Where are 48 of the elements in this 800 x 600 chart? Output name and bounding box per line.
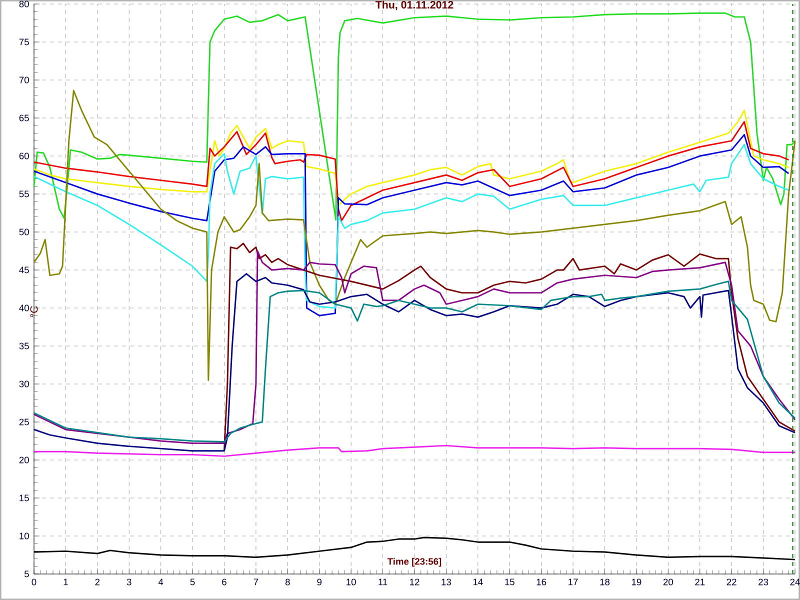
x-tick-label: 3: [126, 578, 132, 586]
y-tick-label: 65: [19, 114, 29, 122]
x-tick-label: 2: [95, 578, 100, 586]
x-tick-label: 24: [790, 578, 800, 586]
x-tick-label: 20: [663, 578, 673, 586]
y-tick-label: 45: [19, 266, 29, 274]
x-tick-label: 18: [600, 578, 610, 586]
line-series: [33, 12, 796, 221]
y-tick-label: 35: [19, 342, 29, 350]
x-tick-label: 22: [726, 578, 736, 586]
y-tick-label: 20: [19, 456, 29, 464]
y-axis-title: °C: [30, 306, 38, 318]
line-series: [33, 110, 790, 206]
y-tick-label: 50: [19, 228, 29, 236]
x-axis-title: Time [23:56]: [387, 558, 442, 567]
x-tick-label: 23: [758, 578, 768, 586]
y-tick-label: 55: [19, 190, 29, 198]
y-tick-label: 5: [24, 570, 29, 578]
y-tick-label: 10: [20, 532, 29, 540]
y-tick-label: 75: [19, 38, 29, 46]
x-tick-label: 4: [158, 578, 164, 586]
y-tick-label: 25: [19, 418, 29, 426]
x-tick-label: 8: [285, 578, 290, 586]
x-tick-label: 19: [632, 578, 642, 586]
y-tick-label: 70: [19, 76, 29, 84]
y-tick-label: 80: [19, 0, 29, 8]
x-tick-label: 5: [190, 578, 195, 586]
x-tick-label: 17: [568, 578, 578, 586]
x-tick-label: 11: [378, 578, 388, 586]
x-tick-label: 9: [317, 578, 322, 586]
chart-title: Thu, 01.11.2012: [375, 0, 454, 10]
y-tick-label: 15: [20, 494, 29, 502]
x-tick-label: 10: [346, 578, 356, 586]
x-tick-label: 6: [222, 578, 226, 586]
x-tick-label: 0: [32, 578, 36, 586]
x-tick-label: 14: [473, 578, 483, 586]
x-tick-label: 15: [505, 578, 514, 586]
x-tick-label: 1: [64, 578, 68, 586]
x-tick-label: 16: [536, 578, 546, 586]
line-series: [33, 121, 790, 222]
y-tick-label: 60: [19, 152, 29, 160]
y-tick-label: 40: [19, 304, 29, 312]
line-series: [224, 242, 796, 451]
x-tick-label: 12: [410, 578, 420, 586]
x-tick-label: 13: [442, 578, 451, 586]
x-tick-label: 7: [254, 578, 258, 586]
x-tick-label: 21: [695, 578, 705, 586]
y-tick-label: 30: [19, 380, 29, 388]
